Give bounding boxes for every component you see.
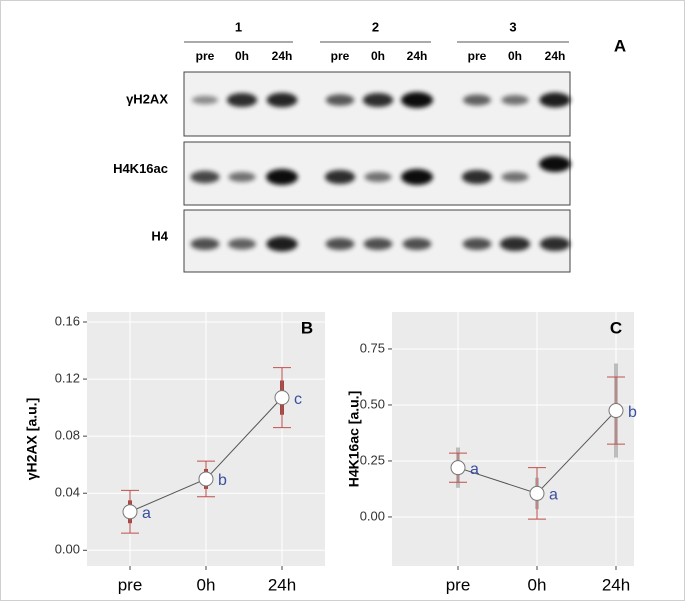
x-tick-label: pre bbox=[118, 575, 143, 594]
x-tick-label: 0h bbox=[528, 575, 547, 594]
band bbox=[463, 94, 491, 106]
point bbox=[529, 485, 545, 501]
x-tick-label: 24h bbox=[602, 575, 630, 594]
band bbox=[501, 172, 529, 182]
point bbox=[608, 403, 624, 419]
band bbox=[501, 95, 529, 105]
band bbox=[324, 170, 356, 184]
y-tick-label: 0.04 bbox=[55, 485, 80, 500]
x-tick-label: 0h bbox=[197, 575, 216, 594]
band bbox=[462, 238, 492, 250]
band bbox=[362, 93, 394, 107]
panel-label: A bbox=[614, 36, 626, 55]
lane-label: 0h bbox=[508, 49, 522, 63]
band bbox=[539, 92, 571, 108]
panel-label: C bbox=[610, 318, 622, 337]
lane-label: 24h bbox=[545, 49, 566, 63]
band bbox=[266, 92, 298, 108]
lane-label: pre bbox=[196, 49, 215, 63]
band bbox=[190, 170, 220, 184]
lane-label: 24h bbox=[272, 49, 293, 63]
group-label: 2 bbox=[372, 19, 379, 34]
band bbox=[190, 238, 220, 250]
y-tick-label: 0.16 bbox=[55, 313, 80, 328]
y-tick-label: 0.50 bbox=[360, 396, 385, 411]
y-tick-label: 0.00 bbox=[55, 542, 80, 557]
band bbox=[325, 94, 355, 106]
band bbox=[539, 237, 571, 251]
point bbox=[450, 460, 466, 476]
band bbox=[325, 238, 355, 250]
band bbox=[461, 170, 493, 184]
y-axis-label: H4K16ac [a.u.] bbox=[346, 391, 362, 487]
group-label: 3 bbox=[509, 19, 516, 34]
y-tick-label: 0.00 bbox=[360, 508, 385, 523]
y-tick-label: 0.08 bbox=[55, 428, 80, 443]
band bbox=[266, 169, 298, 185]
y-axis-label: γH2AX [a.u.] bbox=[24, 398, 40, 480]
row-label: H4 bbox=[151, 228, 168, 243]
band bbox=[401, 92, 433, 108]
row-label: H4K16ac bbox=[113, 161, 168, 176]
annotation: b bbox=[628, 404, 637, 421]
point bbox=[198, 471, 214, 487]
band bbox=[266, 236, 298, 252]
x-tick-label: 24h bbox=[268, 575, 296, 594]
annotation: b bbox=[218, 472, 227, 489]
point bbox=[274, 390, 290, 406]
annotation: c bbox=[294, 391, 302, 408]
lane-label: 24h bbox=[407, 49, 428, 63]
band bbox=[228, 172, 256, 182]
lane-label: 0h bbox=[371, 49, 385, 63]
panel-label: B bbox=[301, 318, 313, 337]
band bbox=[226, 93, 258, 107]
y-tick-label: 0.75 bbox=[360, 340, 385, 355]
band bbox=[401, 169, 433, 185]
lane-label: pre bbox=[331, 49, 350, 63]
band bbox=[228, 238, 256, 250]
band bbox=[364, 172, 392, 182]
row-label: γH2AX bbox=[126, 91, 168, 106]
x-tick-label: pre bbox=[446, 575, 471, 594]
annotation: a bbox=[470, 461, 479, 478]
y-tick-label: 0.25 bbox=[360, 452, 385, 467]
plot-area bbox=[392, 312, 634, 566]
band bbox=[539, 156, 571, 172]
group-label: 1 bbox=[235, 19, 242, 34]
annotation: a bbox=[142, 505, 151, 522]
band bbox=[402, 238, 432, 250]
lane-label: 0h bbox=[235, 49, 249, 63]
annotation: a bbox=[549, 487, 558, 504]
band bbox=[499, 237, 531, 251]
point bbox=[122, 504, 138, 520]
band bbox=[363, 238, 393, 250]
y-tick-label: 0.12 bbox=[55, 371, 80, 386]
lane-label: pre bbox=[468, 49, 487, 63]
band bbox=[192, 95, 218, 105]
